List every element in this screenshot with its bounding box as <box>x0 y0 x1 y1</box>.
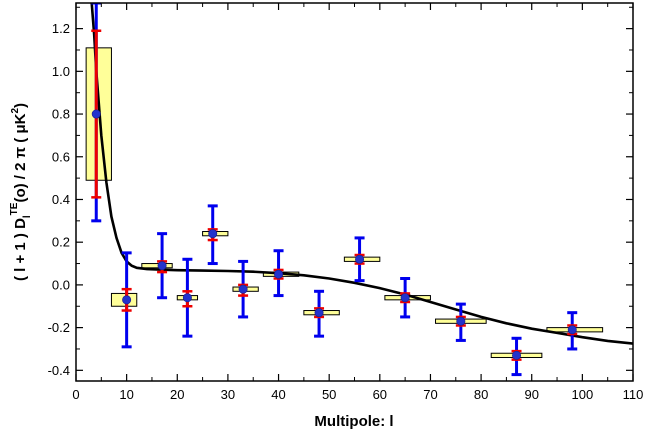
x-tick-label: 110 <box>623 387 644 402</box>
y-tick-label: -0.4 <box>48 363 70 378</box>
x-tick-label: 20 <box>170 387 184 402</box>
x-tick-label: 100 <box>572 387 594 402</box>
data-point <box>314 308 324 318</box>
data-points-layer <box>91 109 577 360</box>
plot-frame <box>75 2 634 382</box>
y-tick-label: 0.8 <box>52 107 70 122</box>
data-point <box>238 284 248 294</box>
y-tick-label: 1.2 <box>52 21 70 36</box>
y-axis-title-superscript: TE <box>9 202 20 215</box>
model-curve <box>90 3 633 345</box>
y-axis-title-main: ( l + 1 ) D <box>12 218 29 281</box>
x-tick-label: 60 <box>373 387 387 402</box>
bin-box <box>141 263 173 269</box>
x-tick-label: 70 <box>423 387 437 402</box>
y-tick-label: 0.0 <box>52 277 70 292</box>
x-axis-title: Multipole: l <box>314 413 393 430</box>
data-point <box>274 269 284 279</box>
y-tick-label: 0.6 <box>52 149 70 164</box>
data-point <box>567 325 577 335</box>
y-tick-label: 0.2 <box>52 235 70 250</box>
error-bars-layer <box>91 3 578 377</box>
x-tick-label: 80 <box>474 387 488 402</box>
data-point <box>456 316 466 326</box>
data-point <box>157 261 167 271</box>
data-point <box>91 109 101 119</box>
y-axis-title-tail: (o) / 2 π ( μK <box>12 113 29 202</box>
x-tick-label: 50 <box>322 387 336 402</box>
y-tick-label: 0.4 <box>52 192 70 207</box>
y-tick-label: 1.0 <box>52 64 70 79</box>
y-tick-label: -0.2 <box>48 320 70 335</box>
y-axis-ticks: -0.4 -0.2 0.0 0.2 0.4 0.6 0.8 1.0 1.2 <box>48 6 633 378</box>
y-axis-title-end: ) <box>12 103 29 108</box>
y-axis-title-unit-superscript: 2 <box>10 108 21 114</box>
data-point <box>122 295 132 305</box>
bin-boxes-layer <box>85 47 604 359</box>
data-point <box>182 293 192 303</box>
data-point <box>208 229 218 239</box>
x-tick-label: 90 <box>524 387 538 402</box>
y-axis-title-subscript: l <box>22 215 33 218</box>
y-axis-title: ( l + 1 ) DlTE(o) / 2 π ( μK2) <box>9 103 33 281</box>
data-point <box>355 254 365 264</box>
x-tick-label: 0 <box>72 387 79 402</box>
data-point <box>400 293 410 303</box>
data-point <box>512 350 522 360</box>
x-tick-label: 40 <box>271 387 285 402</box>
x-tick-label: 10 <box>119 387 133 402</box>
x-axis-ticks: 0 10 20 30 40 50 60 70 80 90 100 110 <box>72 3 643 402</box>
x-tick-label: 30 <box>221 387 235 402</box>
